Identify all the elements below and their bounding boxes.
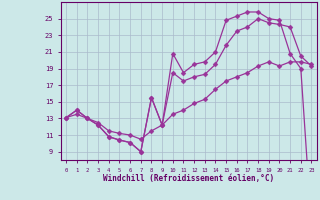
X-axis label: Windchill (Refroidissement éolien,°C): Windchill (Refroidissement éolien,°C) bbox=[103, 174, 274, 183]
